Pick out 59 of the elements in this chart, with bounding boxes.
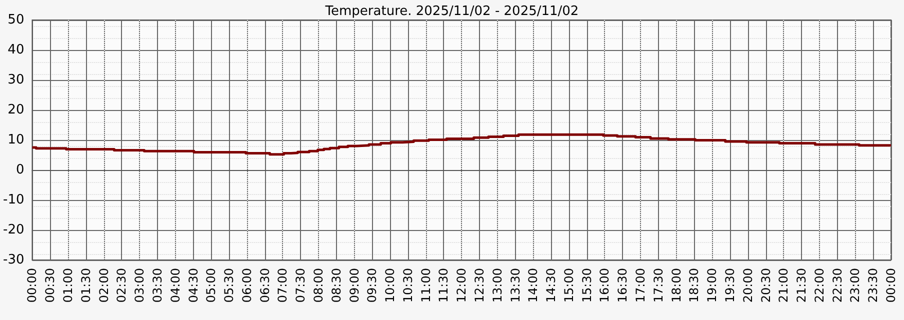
- y-tick-label: 30: [8, 72, 24, 88]
- y-tick-label: -10: [3, 192, 24, 208]
- x-tick-label: 09:30: [365, 268, 380, 303]
- x-tick-label: 07:00: [276, 268, 290, 303]
- y-tick-label: -30: [3, 252, 24, 268]
- x-tick-label: 09:00: [347, 268, 362, 303]
- x-tick-label: 22:00: [812, 268, 826, 303]
- x-tick-label: 05:30: [222, 268, 236, 303]
- x-tick-label: 03:30: [150, 268, 164, 303]
- x-tick-label: 06:30: [258, 268, 272, 303]
- x-tick-label: 17:00: [634, 268, 648, 303]
- x-tick-label: 02:30: [114, 268, 129, 303]
- x-tick-label: 16:00: [598, 268, 612, 303]
- x-tick-label: 11:30: [436, 268, 451, 303]
- x-tick-label: 10:00: [383, 268, 398, 303]
- y-tick-label: 0: [16, 162, 24, 178]
- x-tick-label: 22:30: [830, 268, 844, 303]
- x-tick-label: 04:30: [186, 268, 200, 303]
- x-tick-label: 13:00: [490, 268, 504, 303]
- x-tick-label: 02:00: [96, 268, 111, 303]
- x-tick-label: 13:30: [508, 268, 522, 303]
- x-tick-label: 15:30: [580, 268, 594, 303]
- x-tick-label: 15:00: [562, 268, 576, 303]
- y-tick-label: 20: [8, 102, 24, 118]
- y-tick-label: 40: [8, 42, 24, 58]
- x-tick-label: 10:30: [400, 268, 415, 303]
- x-tick-label: 08:30: [329, 268, 344, 303]
- x-tick-label: 21:00: [776, 268, 791, 303]
- x-tick-label: 00:30: [43, 268, 58, 303]
- x-tick-label: 06:00: [240, 268, 254, 303]
- x-tick-label: 12:00: [454, 268, 469, 303]
- x-tick-label: 07:30: [294, 268, 308, 303]
- x-tick-label: 11:00: [418, 268, 433, 303]
- x-tick-label: 12:30: [472, 268, 487, 303]
- y-tick-label: -20: [3, 222, 24, 238]
- x-tick-label: 20:00: [740, 268, 755, 303]
- chart-title: Temperature. 2025/11/02 - 2025/11/02: [324, 4, 579, 19]
- x-tick-label: 16:30: [616, 268, 630, 303]
- x-tick-label: 23:00: [848, 268, 862, 303]
- y-tick-label: 50: [8, 12, 24, 28]
- x-tick-label: 17:30: [651, 268, 666, 303]
- x-tick-label: 03:00: [132, 268, 147, 303]
- y-tick-label: 10: [8, 132, 24, 148]
- x-tick-label: 04:00: [168, 268, 182, 303]
- x-tick-label: 01:30: [78, 268, 93, 303]
- x-tick-label: 14:30: [544, 268, 558, 303]
- x-tick-label: 21:30: [794, 268, 809, 303]
- x-tick-label: 20:30: [758, 268, 773, 303]
- x-tick-label: 18:30: [687, 268, 702, 303]
- x-tick-label: 19:30: [722, 268, 737, 303]
- x-tick-label: 01:00: [61, 268, 76, 303]
- x-tick-label: 19:00: [705, 268, 720, 303]
- x-tick-label: 05:00: [204, 268, 218, 303]
- x-tick-label: 00:00: [25, 268, 40, 303]
- x-tick-label: 08:00: [311, 268, 326, 303]
- x-tick-label: 00:00: [884, 268, 898, 303]
- x-tick-label: 14:00: [526, 268, 540, 303]
- x-tick-label: 18:00: [669, 268, 684, 303]
- x-tick-label: 23:30: [866, 268, 880, 303]
